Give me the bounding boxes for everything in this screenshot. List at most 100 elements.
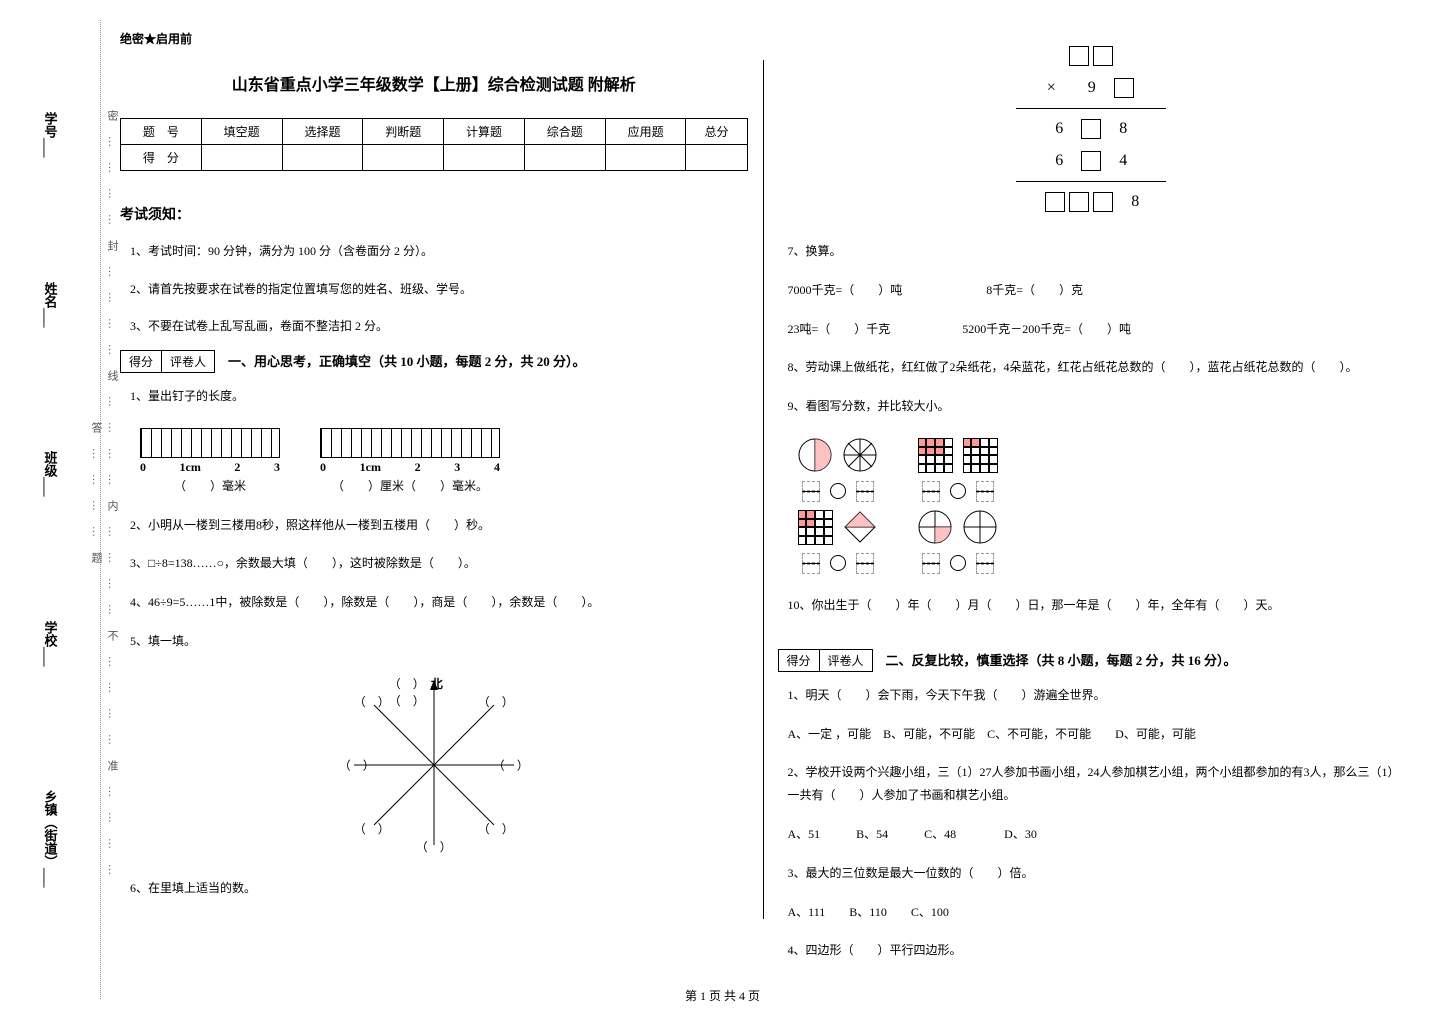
q8: 8、劳动课上做纸花，红红做了2朵纸花，4朵蓝花，红花占纸花总数的（ ），蓝花占纸… [788, 356, 1406, 379]
p2-q2-opts: A、51 B、54 C、48 D、30 [788, 823, 1406, 846]
p2-q1: 1、明天（ ）会下雨，今天下午我（ ）游遍全世界。 [788, 684, 1406, 707]
table-row: 得 分 [121, 145, 748, 171]
mult-digit: 9 [1088, 79, 1096, 96]
ruler-2: 0 1cm 2 3 4 （ ）厘米（ ）毫米。 [320, 428, 500, 494]
grid-shape [798, 510, 833, 545]
ruler-answer: （ ）毫米 [140, 477, 280, 494]
rulers: 0 1cm 2 3 （ ）毫米 0 1cm 2 3 4 （ ）厘米（ ）毫米。 [120, 420, 748, 502]
side-label-class: 班级___ [41, 451, 60, 497]
td [524, 145, 605, 171]
ruler-answer: （ ）厘米（ ）毫米。 [320, 477, 500, 494]
q1: 1、量出钉子的长度。 [130, 385, 748, 408]
side-panel: 学号___ 姓名___ 班级___ 学校___ 乡镇（街道）___ [10, 50, 90, 950]
q9: 9、看图写分数，并比较大小。 [788, 395, 1406, 418]
compass-blank: （ ） [354, 820, 390, 837]
mult-digit: 8 [1131, 193, 1139, 210]
th: 计算题 [444, 119, 525, 145]
p2-q3-opts: A、111 B、110 C、100 [788, 901, 1406, 924]
table-row: 题 号 填空题 选择题 判断题 计算题 综合题 应用题 总分 [121, 119, 748, 145]
north-label: 北 [431, 677, 443, 691]
ruler-label: 1cm [180, 460, 201, 475]
compass-blank: （ ） [478, 693, 514, 710]
score-box: 得分 评卷人 [120, 350, 215, 373]
td [605, 145, 686, 171]
rule-2: 2、请首先按要求在试卷的指定位置填写您的姓名、班级、学号。 [130, 279, 748, 301]
compass-blank: （ ） [478, 820, 514, 837]
th: 判断题 [363, 119, 444, 145]
mult-digit: 6 [1055, 152, 1063, 169]
th: 题 号 [121, 119, 202, 145]
mult-digit: 4 [1119, 152, 1127, 169]
p2-q1-opts: A、一定 ，可能 B、可能，不可能 C、不可能，不可能 D、可能，可能 [788, 723, 1406, 746]
fraction-shapes [798, 438, 1386, 574]
rule-3: 3、不要在试卷上乱写乱画，卷面不整洁扣 2 分。 [130, 316, 748, 338]
score-label: 得分 [121, 351, 162, 372]
score-table: 题 号 填空题 选择题 判断题 计算题 综合题 应用题 总分 得 分 [120, 118, 748, 171]
q7-line1: 7000千克=（ ）吨 8千克=（ ）克 [788, 279, 1406, 302]
left-column: 绝密★启用前 山东省重点小学三年级数学【上册】综合检测试题 附解析 题 号 填空… [120, 30, 748, 979]
th: 填空题 [201, 119, 282, 145]
score-label: 得分 [779, 650, 820, 671]
p2-q2: 2、学校开设两个兴趣小组，三（1）27人参加书画小组，24人参加棋艺小组，两个小… [788, 761, 1406, 807]
ruler-label: 1cm [360, 460, 381, 475]
page-content: 绝密★启用前 山东省重点小学三年级数学【上册】综合检测试题 附解析 题 号 填空… [120, 30, 1405, 979]
th: 选择题 [282, 119, 363, 145]
q3: 3、□÷8=138……○，余数最大填（ ），这时被除数是（ ）。 [130, 552, 748, 575]
grader-label: 评卷人 [820, 650, 872, 671]
ruler-label: 0 [140, 460, 146, 475]
td [282, 145, 363, 171]
ruler-label: 2 [234, 460, 240, 475]
right-column: × 9 6 8 6 4 8 7、换算。 7000千克=（ ）吨 8千克=（ ）克… [778, 30, 1406, 979]
th: 应用题 [605, 119, 686, 145]
q10: 10、你出生于（ ）年（ ）月（ ）日，那一年是（ ）年，全年有（ ）天。 [788, 594, 1406, 617]
page-footer: 第 1 页 共 4 页 [0, 987, 1445, 1004]
grid-shape [918, 438, 953, 473]
ruler-label: 4 [494, 460, 500, 475]
compass-blank: （ ） [493, 756, 529, 773]
circle-shape [918, 510, 953, 545]
part1-header: 得分 评卷人 一、用心思考，正确填空（共 10 小题，每题 2 分，共 20 分… [120, 350, 748, 373]
part2-title: 二、反复比较，慎重选择（共 8 小题，每题 2 分，共 16 分）。 [886, 650, 1237, 669]
mult-digit: 6 [1055, 120, 1063, 137]
ruler-label: 0 [320, 460, 326, 475]
circle-shape [843, 438, 878, 473]
td [444, 145, 525, 171]
side-label-name: 姓名___ [41, 282, 60, 328]
q7-line2: 23吨=（ ）千克 5200千克－200千克=（ ）吨 [788, 318, 1406, 341]
p2-q4: 4、四边形（ ）平行四边形。 [788, 939, 1406, 962]
td [686, 145, 747, 171]
circle-shape [963, 510, 998, 545]
q2: 2、小明从一楼到三楼用8秒，照这样他从一楼到五楼用（ ）秒。 [130, 514, 748, 537]
grid-shape [963, 438, 998, 473]
exam-title: 山东省重点小学三年级数学【上册】综合检测试题 附解析 [120, 71, 748, 95]
th: 综合题 [524, 119, 605, 145]
part1-title: 一、用心思考，正确填空（共 10 小题，每题 2 分，共 20 分）。 [228, 351, 586, 370]
notice-title: 考试须知： [120, 204, 748, 224]
td [201, 145, 282, 171]
ruler-label: 2 [415, 460, 421, 475]
ruler-label: 3 [454, 460, 460, 475]
secret-label: 绝密★启用前 [120, 30, 748, 47]
multiplication-problem: × 9 6 8 6 4 8 [778, 40, 1406, 218]
mult-digit: 8 [1119, 120, 1127, 137]
part2-header: 得分 评卷人 二、反复比较，慎重选择（共 8 小题，每题 2 分，共 16 分）… [778, 649, 1406, 672]
q5: 5、填一填。 [130, 630, 748, 653]
side-label-town: 乡镇（街道）___ [41, 790, 60, 888]
q6: 6、在里填上适当的数。 [130, 877, 748, 900]
q4: 4、46÷9=5……1中，被除数是（ ），除数是（ ），商是（ ），余数是（ ）… [130, 591, 748, 614]
sealed-line-text: 密…………封…………线…………内…………不…………准…………答…………题 [88, 50, 120, 950]
diamond-shape [843, 510, 878, 545]
td: 得 分 [121, 145, 202, 171]
side-label-id: 学号___ [41, 112, 60, 158]
circle-shape [798, 438, 833, 473]
rule-1: 1、考试时间：90 分钟，满分为 100 分（含卷面分 2 分）。 [130, 241, 748, 263]
ruler-label: 3 [274, 460, 280, 475]
ruler-1: 0 1cm 2 3 （ ）毫米 [140, 428, 280, 494]
compass-blank: （ ） [416, 838, 452, 855]
compass-blank: （ ） [354, 693, 390, 710]
p2-q3: 3、最大的三位数是最大一位数的（ ）倍。 [788, 862, 1406, 885]
score-box: 得分 评卷人 [778, 649, 873, 672]
q7: 7、换算。 [788, 240, 1406, 263]
td [363, 145, 444, 171]
compass-diagram: （ ） 北 （ ） （ ） （ ） （ ） （ ） （ ） （ ） （ ） [344, 675, 524, 855]
